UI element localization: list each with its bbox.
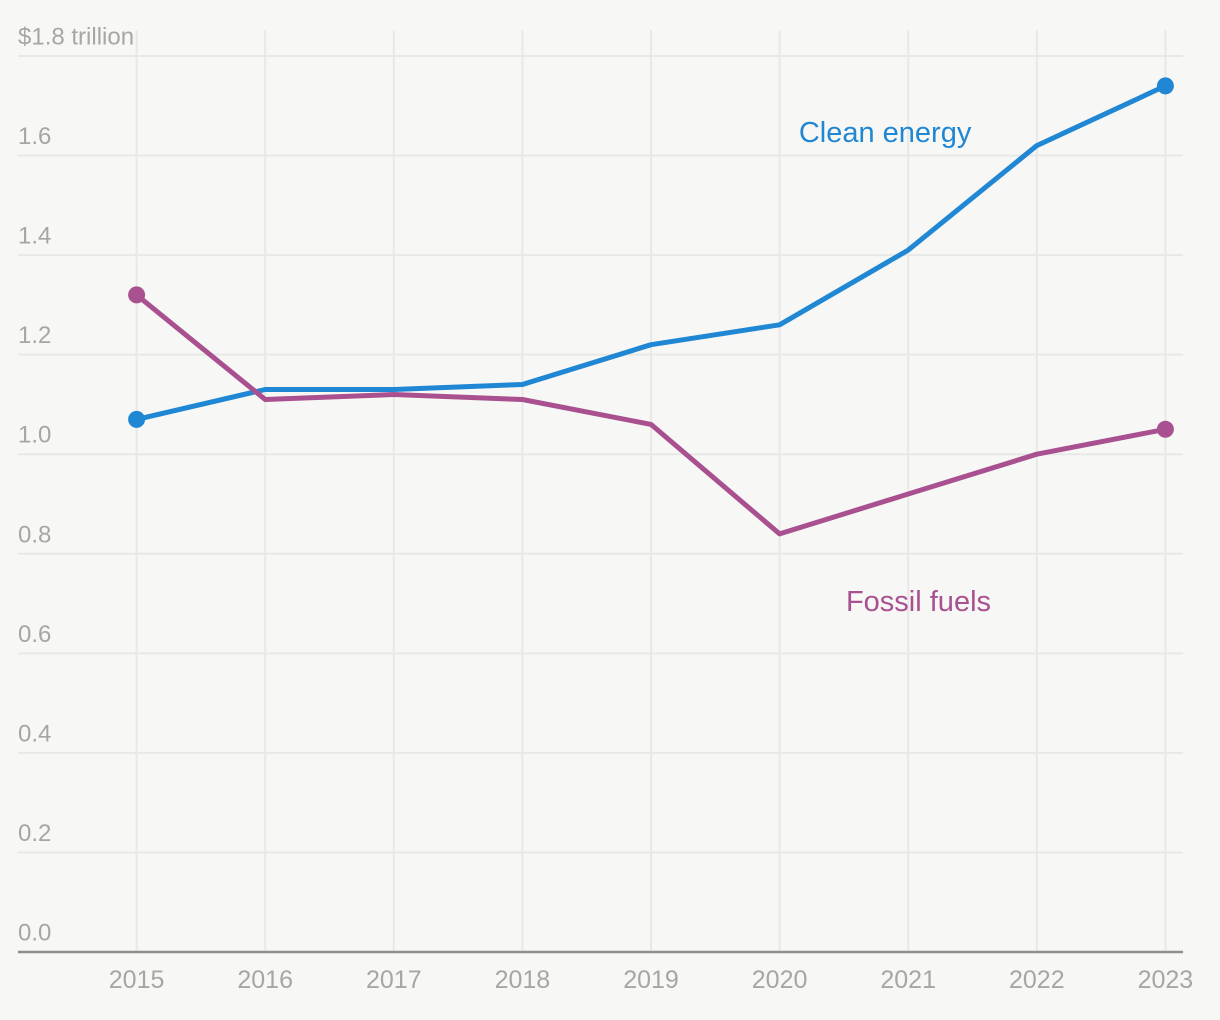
y-tick-label-0.4: 0.4 — [18, 720, 51, 747]
x-tick-label-2018: 2018 — [495, 966, 551, 994]
y-tick-label-0.0: 0.0 — [18, 920, 51, 947]
x-tick-label-2016: 2016 — [237, 966, 293, 994]
y-tick-label-1.4: 1.4 — [18, 223, 51, 250]
series-label-fossil-fuels: Fossil fuels — [846, 586, 991, 618]
x-tick-label-2020: 2020 — [752, 966, 808, 994]
y-tick-label-1.6: 1.6 — [18, 123, 51, 150]
x-tick-label-2022: 2022 — [1009, 966, 1065, 994]
y-tick-label-0.8: 0.8 — [18, 521, 51, 548]
y-tick-label-1.0: 1.0 — [18, 422, 51, 449]
y-tick-label-0.2: 0.2 — [18, 820, 51, 847]
x-tick-label-2015: 2015 — [109, 966, 165, 994]
x-tick-label-2021: 2021 — [880, 966, 936, 994]
series-line-clean-energy — [134, 83, 1168, 422]
data-point-clean-energy-2015 — [128, 410, 146, 428]
series-line-fossil-fuels — [134, 292, 1168, 537]
data-point-fossil-fuels-2023 — [1156, 420, 1174, 438]
x-tick-label-2017: 2017 — [366, 966, 422, 994]
series-label-clean-energy: Clean energy — [799, 117, 972, 149]
data-point-fossil-fuels-2015 — [128, 286, 146, 304]
x-tick-label-2023: 2023 — [1138, 966, 1194, 994]
y-tick-label-0.6: 0.6 — [18, 621, 51, 648]
y-tick-label-1.2: 1.2 — [18, 322, 51, 349]
data-point-clean-energy-2023 — [1156, 77, 1174, 95]
y-axis-unit-label: $1.8 trillion — [18, 24, 134, 51]
x-tick-label-2019: 2019 — [623, 966, 679, 994]
